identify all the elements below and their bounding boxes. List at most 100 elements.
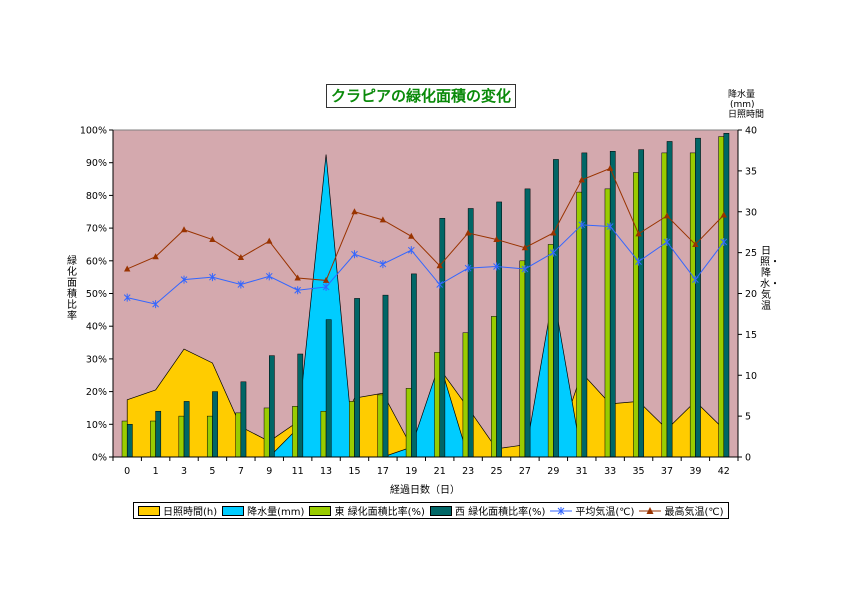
bar-west: [524, 188, 531, 458]
bar-west: [553, 159, 559, 458]
point-avg-temp: [180, 275, 188, 284]
bar-west: [325, 319, 332, 458]
bar-east: [206, 415, 213, 458]
legend-item: 平均気温(℃): [550, 503, 634, 518]
bar-east: [178, 415, 185, 458]
bar-east: [547, 244, 554, 458]
point-max-temp: [720, 211, 727, 218]
left-tick-label: 60%: [86, 256, 107, 267]
x-axis-title: 経過日数（日）: [390, 485, 460, 496]
x-tick-label: 25: [490, 466, 502, 477]
point-max-temp: [493, 236, 500, 243]
bar-east: [150, 420, 156, 458]
left-tick-label: 50%: [86, 289, 107, 300]
legend-line-triangle-icon: [639, 506, 662, 514]
legend-label: 日照時間(h): [163, 507, 218, 518]
point-max-temp: [152, 253, 159, 260]
bar-east: [462, 332, 469, 458]
right-tick-label: 30: [745, 207, 757, 218]
point-max-temp: [209, 236, 216, 243]
bar-east: [661, 152, 668, 458]
point-max-temp: [692, 240, 699, 247]
point-max-temp: [294, 274, 301, 281]
x-tick-label: 27: [519, 466, 531, 477]
x-tick-label: 29: [547, 466, 559, 477]
legend-item: 西 緑化面積比率(%): [429, 503, 545, 518]
bar-west: [297, 353, 304, 458]
left-tick-label: 10%: [86, 420, 107, 431]
x-tick-label: 9: [266, 466, 272, 477]
bar-west: [723, 133, 730, 458]
point-max-temp: [550, 229, 557, 236]
point-max-temp: [322, 276, 330, 283]
bar-west: [439, 218, 446, 458]
bar-west: [155, 410, 162, 458]
point-max-temp: [351, 208, 358, 215]
left-tick-label: 90%: [86, 158, 107, 169]
point-avg-temp: [237, 280, 245, 289]
point-max-temp: [379, 216, 387, 223]
bar-west: [411, 273, 417, 458]
point-avg-temp: [294, 286, 302, 295]
bar-east: [292, 406, 298, 458]
right-tick-label: 15: [745, 330, 757, 341]
legend-line-star-icon: [550, 506, 573, 515]
right-tick-label: 25: [745, 248, 757, 259]
point-avg-temp: [407, 246, 415, 255]
chart-title: クラピアの緑化面積の変化: [326, 84, 517, 108]
bar-west: [240, 381, 247, 458]
left-tick-label: 80%: [86, 191, 107, 202]
bar-west: [467, 208, 474, 458]
point-max-temp: [180, 226, 188, 233]
legend: 日照時間(h) 降水量(mm) 東 緑化面積比率(%) 西 緑化面積比率(%) …: [133, 502, 729, 519]
bar-west: [382, 294, 389, 458]
bar-east: [576, 191, 582, 458]
point-avg-temp: [209, 273, 216, 282]
line-avg-temp: [127, 224, 725, 305]
right-tick-label: 5: [745, 412, 751, 423]
right-axis-title-line: 降水量: [728, 90, 756, 100]
legend-label: 降水量(mm): [247, 507, 305, 518]
point-max-temp: [521, 244, 529, 251]
bar-west: [581, 152, 588, 458]
bar-east: [519, 260, 526, 458]
right-tick-label: 35: [745, 166, 757, 177]
point-max-temp: [237, 254, 245, 261]
point-avg-temp: [436, 280, 444, 289]
point-avg-temp: [379, 260, 387, 269]
line-max-temp: [127, 167, 725, 281]
bar-east: [377, 394, 384, 458]
left-tick-label: 20%: [86, 387, 107, 398]
right-axis-title-side: 日照・降水・気温: [760, 246, 780, 312]
point-avg-temp: [493, 262, 500, 271]
right-tick-label: 40: [745, 126, 757, 137]
bar-west: [354, 298, 360, 458]
x-tick-label: 7: [238, 466, 244, 477]
point-avg-temp: [720, 237, 728, 246]
bar-east: [121, 420, 128, 458]
legend-label: 最高気温(℃): [664, 507, 724, 518]
bar-west: [126, 424, 133, 458]
point-max-temp: [124, 265, 131, 272]
x-tick-label: 0: [124, 466, 130, 477]
x-tick-label: 17: [377, 466, 389, 477]
point-avg-temp: [663, 237, 671, 246]
x-tick-label: 23: [462, 466, 474, 477]
bar-east: [491, 316, 497, 458]
bar-west: [183, 401, 190, 458]
legend-swatch: [222, 505, 245, 516]
point-avg-temp: [521, 264, 529, 273]
point-avg-temp: [606, 222, 614, 231]
point-max-temp: [578, 176, 585, 183]
bar-east: [263, 407, 270, 458]
bar-east: [235, 412, 242, 458]
left-tick-label: 70%: [86, 224, 107, 235]
bar-east: [689, 152, 696, 458]
point-max-temp: [464, 229, 472, 236]
x-tick-label: 1: [153, 466, 159, 477]
point-avg-temp: [635, 257, 642, 266]
bar-east: [718, 136, 725, 458]
left-axis-title: 緑化面積比率: [67, 256, 77, 322]
bar-east: [405, 388, 412, 458]
